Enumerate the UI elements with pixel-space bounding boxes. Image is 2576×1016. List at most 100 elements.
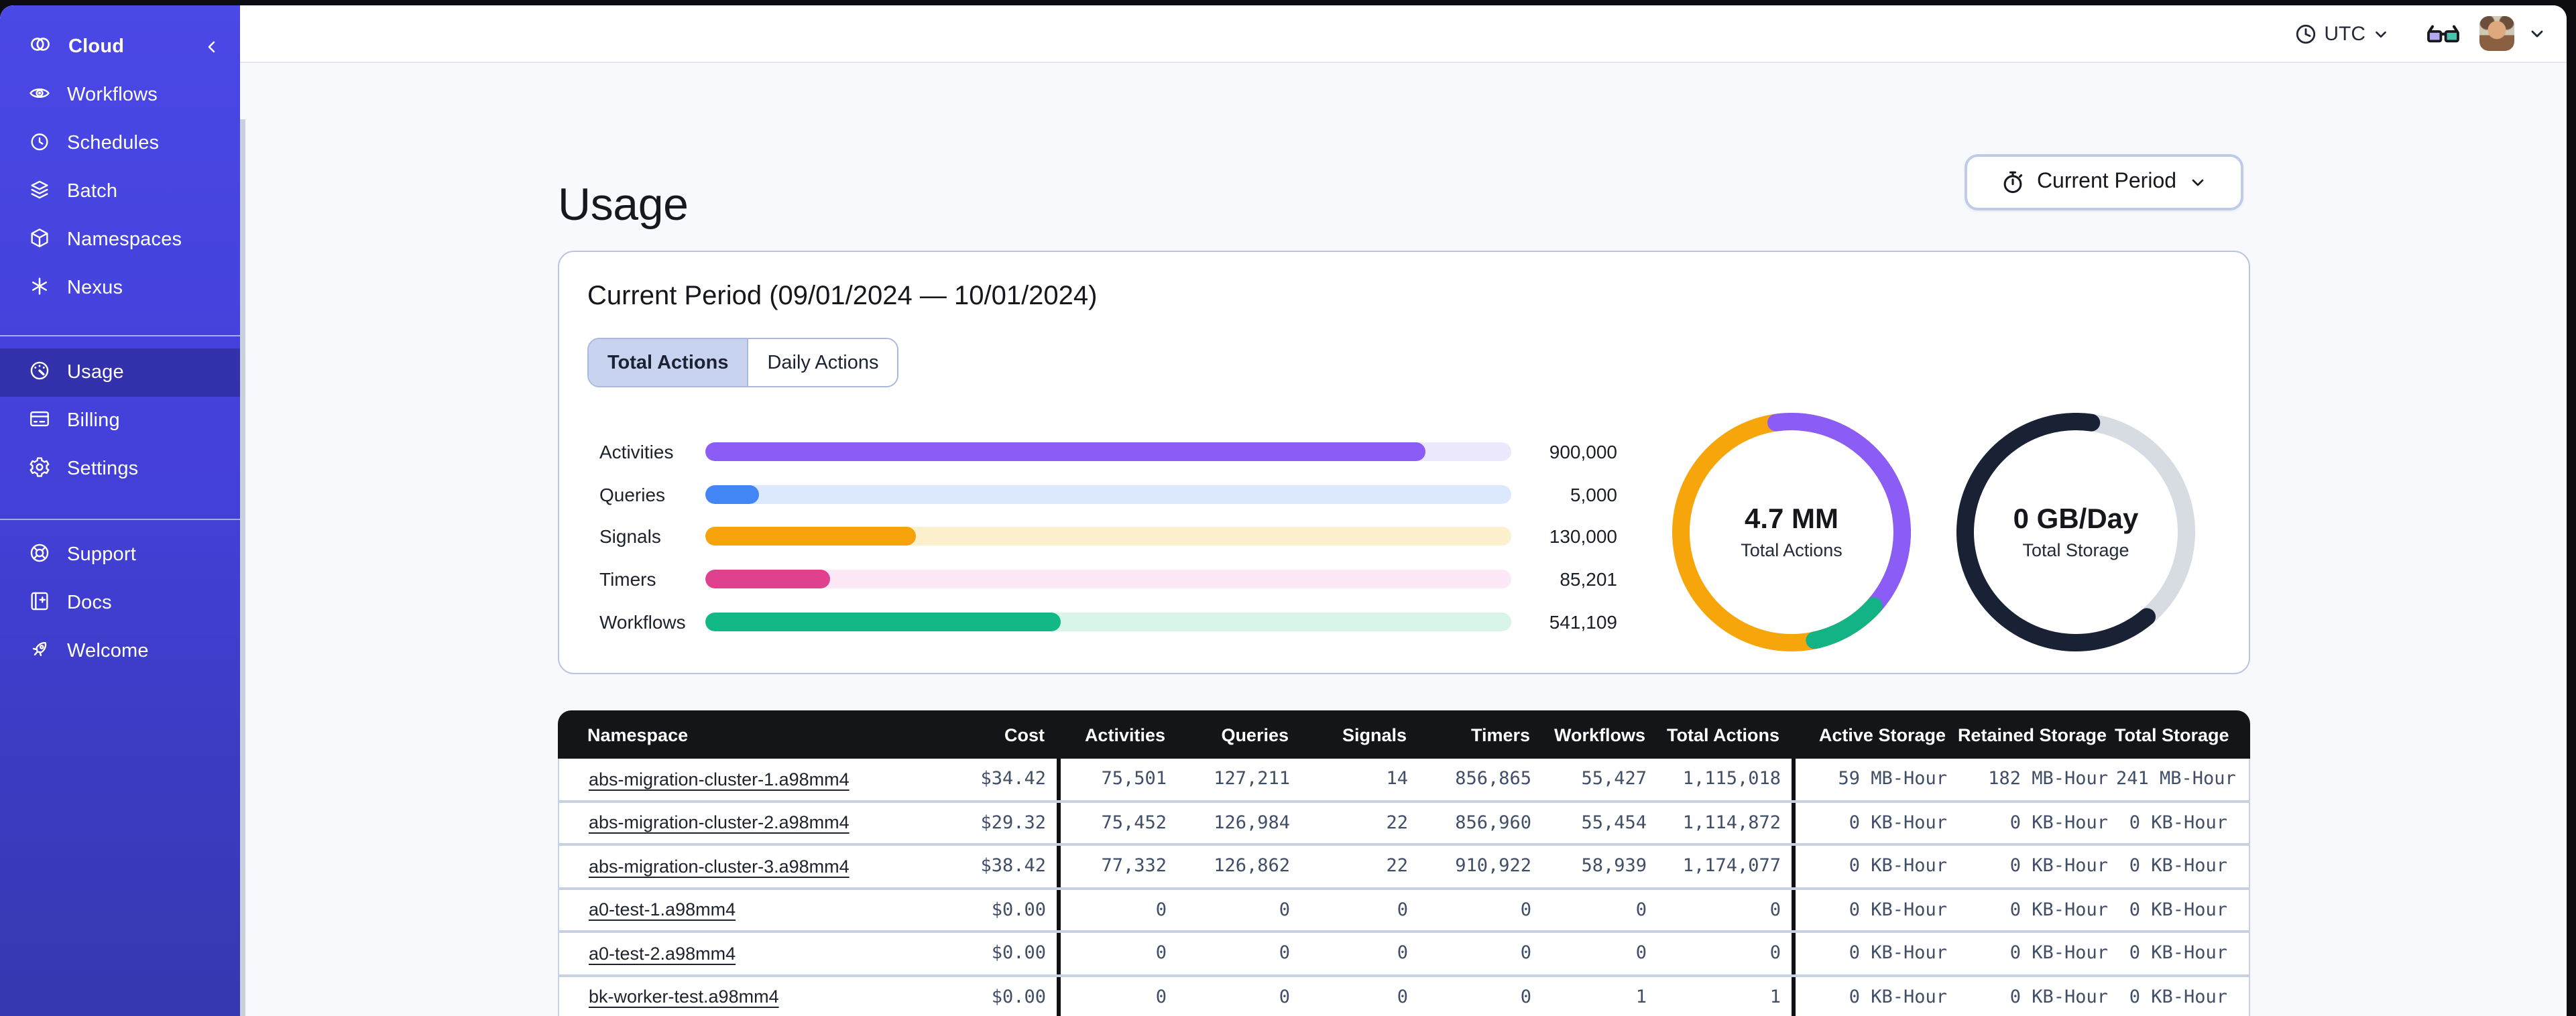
- sidebar-item-label: Welcome: [67, 641, 149, 662]
- timers-cell: 0: [1520, 986, 1531, 1008]
- total-storage-value: 0 GB/Day: [2013, 504, 2139, 535]
- sidebar-item-welcome[interactable]: Welcome: [0, 627, 240, 676]
- lifebuoy-icon: [28, 541, 51, 569]
- tab-daily-actions[interactable]: Daily Actions: [747, 339, 898, 386]
- signals-cell: 0: [1397, 942, 1408, 964]
- sidebar-item-label: Docs: [67, 592, 112, 614]
- sidebar-item-batch[interactable]: Batch: [0, 168, 240, 216]
- workflows-cell: 0: [1635, 942, 1647, 964]
- bar-value: 130,000: [1549, 525, 1617, 548]
- cost-cell: $0.00: [991, 942, 1046, 964]
- sidebar-item-billing[interactable]: Billing: [0, 397, 240, 445]
- retained-storage-cell: 0 KB-Hour: [2009, 942, 2108, 964]
- namespace-link[interactable]: a0-test-1.a98mm4: [589, 899, 736, 920]
- queries-cell: 0: [1279, 899, 1290, 921]
- bar-row-workflows: Workflows 541,109: [599, 600, 1617, 643]
- namespace-link[interactable]: bk-worker-test.a98mm4: [589, 987, 779, 1007]
- workflows-cell: 1: [1635, 986, 1647, 1008]
- total-actions-label: Total Actions: [1741, 540, 1842, 560]
- chevron-down-icon: [2188, 173, 2207, 192]
- sidebar-brand: Cloud: [0, 23, 240, 71]
- queries-cell: 126,862: [1214, 855, 1290, 877]
- namespace-link[interactable]: abs-migration-cluster-1.a98mm4: [589, 769, 850, 789]
- sidebar-item-workflows[interactable]: Workflows: [0, 71, 240, 119]
- signals-cell: 14: [1386, 768, 1408, 790]
- total-storage-cell: 0 KB-Hour: [2129, 855, 2227, 877]
- total-actions-cell: 0: [1769, 899, 1781, 921]
- signals-cell: 22: [1386, 812, 1408, 834]
- retained-storage-cell: 0 KB-Hour: [2009, 812, 2108, 834]
- total-actions-cell: 1: [1769, 986, 1781, 1008]
- activities-cell: 0: [1057, 976, 1177, 1016]
- column-header: Retained Storage: [1957, 724, 2107, 745]
- glasses-icon: [2426, 21, 2461, 46]
- active-storage-cell: 0 KB-Hour: [1792, 976, 1955, 1016]
- active-storage-cell: 0 KB-Hour: [1792, 889, 1955, 930]
- sidebar-item-label: Workflows: [67, 84, 158, 106]
- labs-glasses-toggle[interactable]: [2426, 21, 2461, 46]
- main-area: UTC: [240, 5, 2567, 1016]
- sidebar-brand-label: Cloud: [68, 36, 125, 58]
- workflows-cell: 55,454: [1581, 812, 1647, 834]
- bar-label: Timers: [599, 568, 656, 590]
- cube-icon: [28, 226, 51, 254]
- sidebar-item-settings[interactable]: Settings: [0, 445, 240, 493]
- usage-summary-card: Current Period (09/01/2024 — 10/01/2024)…: [558, 251, 2250, 674]
- namespace-link[interactable]: a0-test-2.a98mm4: [589, 943, 736, 964]
- bar-fill: [705, 569, 831, 588]
- gauge-icon: [28, 359, 51, 387]
- top-bar: UTC: [240, 5, 2567, 63]
- clock-icon: [2294, 22, 2317, 45]
- column-header: Queries: [1221, 724, 1289, 745]
- column-header: Workflows: [1554, 724, 1645, 745]
- total-actions-value: 4.7 MM: [1744, 504, 1838, 535]
- sidebar-item-namespaces[interactable]: Namespaces: [0, 216, 240, 264]
- sidebar-item-label: Nexus: [67, 277, 123, 299]
- column-header: Timers: [1470, 724, 1530, 745]
- account-menu-chevron-icon[interactable]: [2528, 24, 2546, 43]
- bar-row-timers: Timers 85,201: [599, 558, 1617, 600]
- sidebar-item-support[interactable]: Support: [0, 531, 240, 579]
- timezone-dropdown[interactable]: UTC: [2294, 22, 2390, 45]
- signals-cell: 0: [1397, 899, 1408, 921]
- avatar[interactable]: [2479, 16, 2514, 51]
- total-storage-cell: 0 KB-Hour: [2129, 942, 2227, 964]
- sidebar-item-label: Support: [67, 544, 136, 566]
- bar-value: 85,201: [1560, 568, 1617, 590]
- bar-row-activities: Activities 900,000: [599, 430, 1617, 472]
- sidebar-collapse-button[interactable]: [202, 38, 221, 56]
- bar-label: Signals: [599, 525, 661, 548]
- retained-storage-cell: 0 KB-Hour: [2009, 899, 2108, 921]
- sidebar-item-docs[interactable]: Docs: [0, 579, 240, 627]
- sidebar-item-schedules[interactable]: Schedules: [0, 119, 240, 168]
- queries-cell: 0: [1279, 986, 1290, 1008]
- bar-label: Queries: [599, 483, 666, 505]
- namespace-link[interactable]: abs-migration-cluster-3.a98mm4: [589, 856, 850, 877]
- bar-row-signals: Signals 130,000: [599, 515, 1617, 558]
- timers-cell: 0: [1520, 899, 1531, 921]
- sidebar-item-label: Batch: [67, 181, 118, 202]
- tab-total-actions[interactable]: Total Actions: [589, 339, 748, 386]
- period-selector-button[interactable]: Current Period: [1965, 154, 2243, 210]
- bar-track: [705, 612, 1511, 631]
- bar-label: Workflows: [599, 611, 686, 633]
- table-row: a0-test-1.a98mm4 $0.00 0 0 0 0 0 0 0 KB-…: [559, 889, 2249, 933]
- timers-cell: 856,960: [1455, 812, 1531, 834]
- page-content: Usage Current Period Current Period (09/…: [240, 63, 2567, 1016]
- cost-cell: $0.00: [991, 986, 1046, 1008]
- sidebar-divider: [0, 335, 240, 336]
- bar-row-queries: Queries 5,000: [599, 472, 1617, 515]
- sidebar-item-nexus[interactable]: Nexus: [0, 264, 240, 312]
- layers-icon: [28, 178, 51, 206]
- workflows-cell: 0: [1635, 899, 1647, 921]
- activities-cell: 75,501: [1057, 759, 1177, 800]
- scrollbar-track[interactable]: [240, 119, 245, 1016]
- namespace-link[interactable]: abs-migration-cluster-2.a98mm4: [589, 812, 850, 833]
- sidebar-item-usage[interactable]: Usage: [0, 348, 240, 397]
- bar-fill: [705, 612, 1061, 631]
- active-storage-cell: 59 MB-Hour: [1792, 759, 1955, 800]
- total-storage-donut: 0 GB/Day Total Storage: [1956, 413, 2195, 651]
- sidebar-divider: [0, 519, 240, 520]
- timers-cell: 0: [1520, 942, 1531, 964]
- active-storage-cell: 0 KB-Hour: [1792, 802, 1955, 843]
